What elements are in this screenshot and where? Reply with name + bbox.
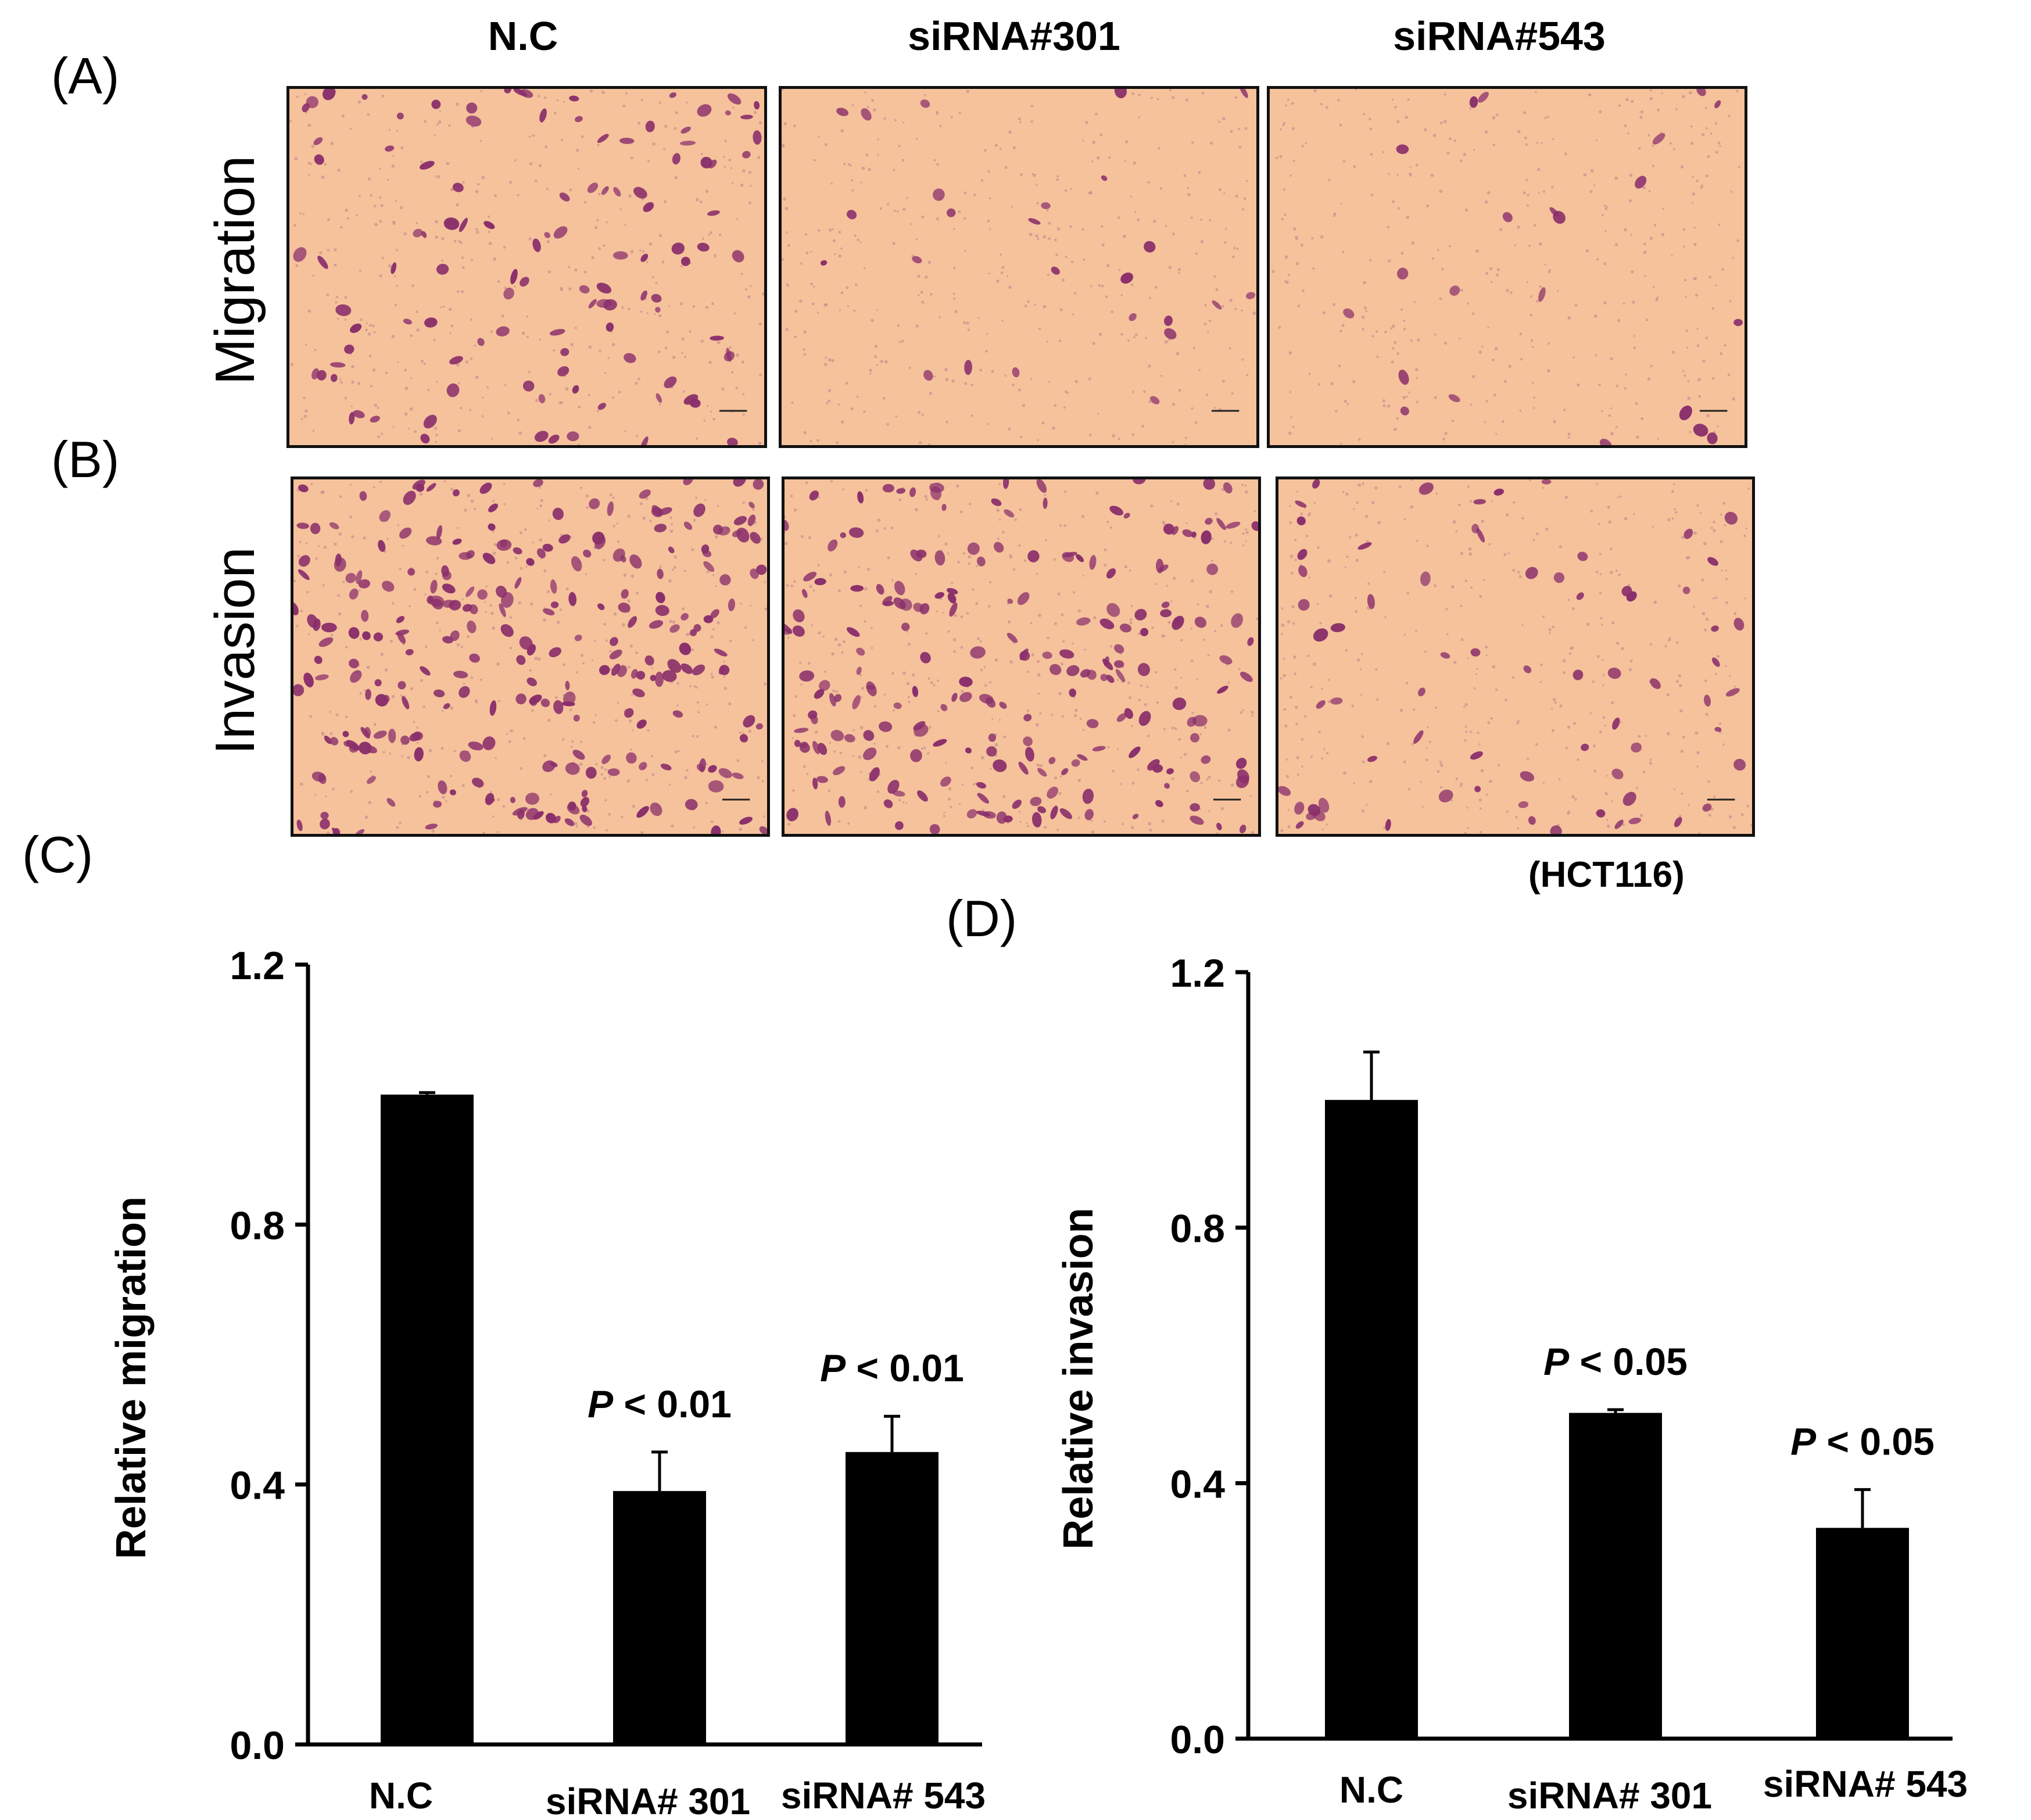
y-tick-label: 0.0 xyxy=(1170,1718,1225,1762)
bar-chart-migration: 0.0 0.4 0.8 1.2 Relative migration N.C siRNA# … xyxy=(0,907,1046,1820)
column-header-nc: N.C xyxy=(488,13,558,59)
column-header-sirna-543: siRNA#543 xyxy=(1393,13,1606,59)
chart-invasion-svg: 0.0 0.4 0.8 1.2 Relative invasion N.C siRNA# 3… xyxy=(1055,951,1968,1817)
column-header-sirna-301: siRNA#301 xyxy=(908,13,1120,59)
y-tick-label: 0.4 xyxy=(230,1464,285,1508)
micrograph-image xyxy=(785,479,1258,834)
micrograph-invasion-sirna-301 xyxy=(782,477,1261,837)
y-axis-label: Relative migration xyxy=(108,1196,155,1559)
micrograph-invasion-nc xyxy=(291,477,770,837)
significance-annotation: P < 0.05 xyxy=(1790,1420,1935,1463)
panel-label-a: (A) xyxy=(51,47,120,105)
micrograph-invasion-sirna-543 xyxy=(1276,477,1755,837)
x-tick-label: siRNA# 301 xyxy=(546,1780,750,1820)
x-tick-label: siRNA# 543 xyxy=(1763,1763,1968,1805)
y-tick-label: 0.8 xyxy=(230,1203,285,1248)
y-tick-label: 0.8 xyxy=(1170,1207,1225,1251)
bar-chart-invasion: 0.0 0.4 0.8 1.2 Relative invasion N.C siRNA# 3… xyxy=(1034,907,2031,1820)
bar xyxy=(381,1094,474,1744)
significance-annotation: P < 0.01 xyxy=(820,1346,964,1389)
x-tick-label: N.C xyxy=(369,1775,433,1817)
micrograph-migration-nc xyxy=(286,86,767,448)
panel-label-b: (B) xyxy=(51,431,120,488)
bar xyxy=(1816,1528,1909,1739)
significance-annotation: P < 0.01 xyxy=(588,1382,732,1425)
x-tick-label: siRNA# 301 xyxy=(1507,1775,1712,1817)
x-tick-label: N.C xyxy=(1339,1769,1403,1811)
y-axis-label: Relative invasion xyxy=(1055,1208,1102,1549)
panel-label-c: (C) xyxy=(22,826,94,883)
y-tick-label: 1.2 xyxy=(1170,951,1225,995)
micrograph-image xyxy=(293,479,767,834)
y-tick-label: 1.2 xyxy=(230,944,285,988)
row-label-invasion: Invasion xyxy=(204,547,266,755)
micrograph-image xyxy=(1270,89,1745,445)
bar xyxy=(1325,1099,1418,1739)
micrograph-migration-sirna-301 xyxy=(779,86,1259,448)
cell-line-label: (HCT116) xyxy=(1528,855,1685,895)
panel-label-d: (D) xyxy=(946,890,1018,947)
x-tick-label: siRNA# 543 xyxy=(781,1775,986,1817)
bar xyxy=(1569,1413,1662,1739)
significance-annotation: P < 0.05 xyxy=(1543,1340,1688,1383)
bar xyxy=(846,1452,939,1744)
micrograph-image xyxy=(782,89,1256,445)
bar xyxy=(613,1491,706,1744)
micrograph-image xyxy=(1278,479,1752,834)
chart-migration-svg: 0.0 0.4 0.8 1.2 Relative migration N.C siRNA# … xyxy=(108,944,986,1820)
row-label-migration: Migration xyxy=(204,155,266,385)
micrograph-migration-sirna-543 xyxy=(1267,86,1747,448)
y-tick-label: 0.0 xyxy=(230,1724,285,1768)
micrograph-image xyxy=(289,89,764,445)
y-tick-label: 0.4 xyxy=(1170,1462,1225,1506)
